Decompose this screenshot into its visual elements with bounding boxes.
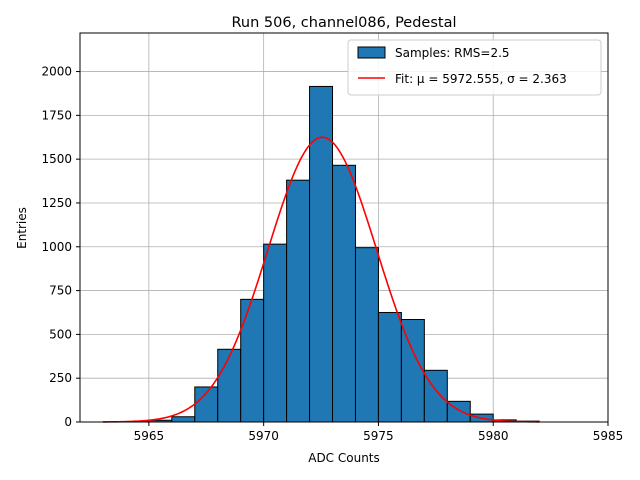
y-axis-label: Entries <box>15 207 29 249</box>
histogram-bar <box>240 298 265 423</box>
histogram-bar <box>286 179 311 423</box>
x-axis-ticks: 5965 5970 5975 5980 5985 <box>134 422 624 443</box>
x-tick-label: 5970 <box>248 429 279 443</box>
y-tick-label: 1250 <box>41 196 72 210</box>
histogram-bar <box>217 348 242 423</box>
x-tick-label: 5985 <box>593 429 624 443</box>
y-tick-label: 0 <box>64 415 72 429</box>
y-tick-label: 500 <box>49 327 72 341</box>
histogram-bar <box>263 243 288 423</box>
legend: Samples: RMS=2.5 Fit: μ = 5972.555, σ = … <box>347 39 602 96</box>
y-tick-label: 1750 <box>41 108 72 122</box>
y-tick-label: 250 <box>49 371 72 385</box>
x-axis-label: ADC Counts <box>308 451 380 465</box>
chart-title: Run 506, channel086, Pedestal <box>231 15 456 31</box>
y-tick-label: 750 <box>49 284 72 298</box>
histogram-bar <box>377 311 402 423</box>
histogram-bar <box>400 318 425 423</box>
histogram-bar <box>171 416 196 423</box>
x-tick-label: 5980 <box>478 429 509 443</box>
legend-label-fit: Fit: μ = 5972.555, σ = 2.363 <box>395 72 567 86</box>
y-tick-label: 1000 <box>41 240 72 254</box>
fit-curve <box>102 136 540 423</box>
y-tick-label: 2000 <box>41 65 72 79</box>
legend-swatch-samples <box>357 46 386 59</box>
y-tick-label: 1500 <box>41 152 72 166</box>
legend-box <box>347 39 602 96</box>
histogram-bar <box>354 247 379 423</box>
x-tick-label: 5965 <box>134 429 165 443</box>
histogram-bar <box>332 164 356 423</box>
y-axis-ticks: 0 250 500 750 1000 1250 1500 1750 2000 <box>41 65 80 429</box>
legend-label-samples: Samples: RMS=2.5 <box>395 46 510 60</box>
plot-frame <box>79 32 609 423</box>
x-tick-label: 5975 <box>363 429 394 443</box>
histogram-bars <box>102 85 540 423</box>
